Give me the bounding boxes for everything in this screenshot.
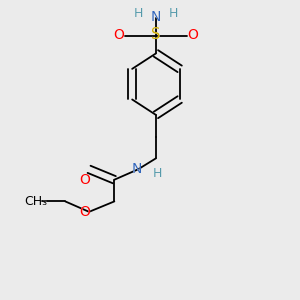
Text: O: O [113,28,124,42]
Text: N: N [131,162,142,176]
Text: N: N [131,162,142,176]
Text: O: O [113,28,124,42]
Text: N: N [151,10,161,24]
Text: O: O [188,28,199,42]
Text: CH₃: CH₃ [24,195,47,208]
Text: N: N [151,10,161,24]
Text: O: O [79,173,90,187]
Text: O: O [79,205,90,219]
Text: H: H [153,167,162,180]
Text: H: H [169,8,178,20]
Text: O: O [79,205,90,219]
Text: H: H [153,167,162,180]
Text: CH₃: CH₃ [24,195,47,208]
Text: O: O [188,28,199,42]
Text: S: S [151,28,160,43]
Text: S: S [151,28,160,43]
Text: O: O [79,173,90,187]
Text: H: H [169,8,178,20]
Text: H: H [134,8,143,20]
Text: H: H [134,8,143,20]
